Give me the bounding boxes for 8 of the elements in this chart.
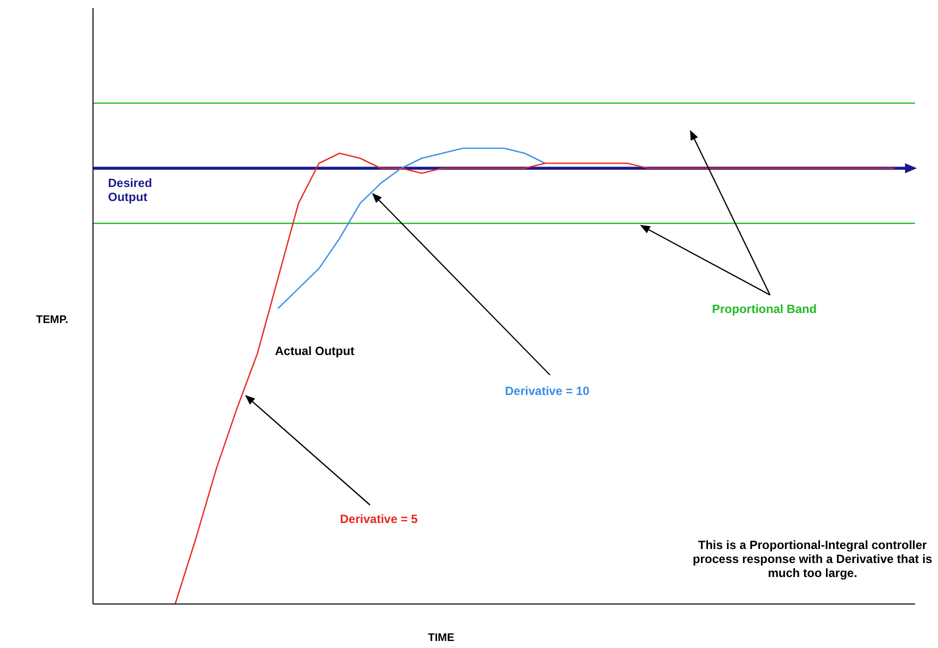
text: Derivative = 5 (340, 512, 418, 526)
y-axis-title: TEMP. (36, 314, 68, 326)
annotation: Actual Output (275, 344, 354, 358)
ref-line-label: Desired Output (108, 176, 154, 204)
text: Proportional Band (712, 302, 817, 316)
annotation: This is a Proportional-Integral controller process response with a Derivative that is much too large. (692, 538, 934, 580)
text: Derivative = 10 (505, 384, 590, 398)
x-axis-title: TIME (428, 632, 454, 644)
